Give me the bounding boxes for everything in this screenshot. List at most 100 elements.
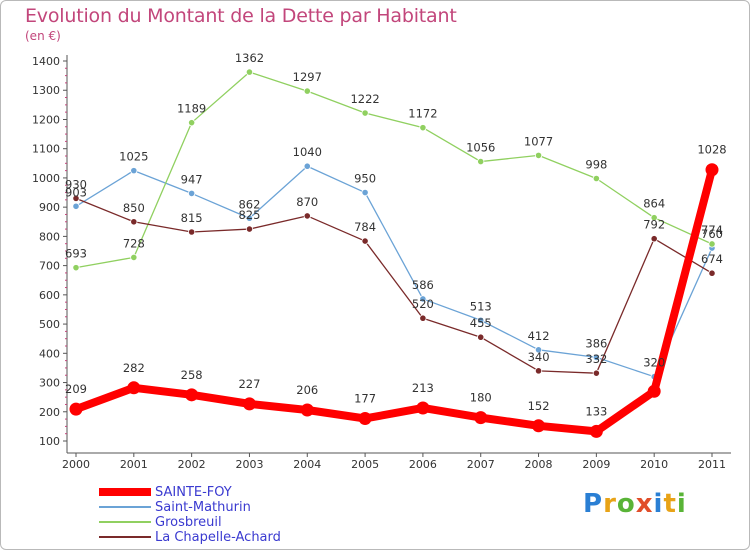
legend-swatch xyxy=(99,521,151,523)
legend-item: Saint-Mathurin xyxy=(99,500,359,515)
legend-swatch xyxy=(99,488,151,496)
legend-label: Saint-Mathurin xyxy=(155,500,251,515)
data-label: 903 xyxy=(65,185,87,199)
data-point xyxy=(474,411,488,425)
data-label: 674 xyxy=(701,252,723,266)
data-label: 728 xyxy=(123,236,145,250)
data-point xyxy=(72,264,80,272)
legend-swatch xyxy=(99,506,151,508)
data-point xyxy=(303,212,311,220)
data-point xyxy=(361,237,369,245)
x-tick-label: 2000 xyxy=(62,458,90,471)
data-label: 258 xyxy=(181,368,203,382)
data-label: 864 xyxy=(643,197,665,211)
data-label: 1028 xyxy=(697,143,726,157)
x-tick-label: 2008 xyxy=(525,458,553,471)
data-label: 947 xyxy=(181,172,203,186)
y-tick-label: 500 xyxy=(39,318,60,331)
y-tick-label: 1200 xyxy=(32,113,60,126)
y-tick-label: 1100 xyxy=(32,143,60,156)
data-point xyxy=(592,353,600,361)
data-label: 320 xyxy=(643,356,665,370)
data-label: 133 xyxy=(585,404,607,418)
data-label: 815 xyxy=(181,211,203,225)
logo-letter: P xyxy=(583,489,604,519)
y-tick-label: 1300 xyxy=(32,84,60,97)
data-label: 332 xyxy=(585,352,607,366)
legend: SAINTE-FOY Saint-Mathurin Grosbreuil La Cha… xyxy=(99,485,359,545)
data-label: 693 xyxy=(65,247,87,261)
data-point xyxy=(130,167,138,175)
series-layer xyxy=(69,68,719,438)
data-point xyxy=(130,218,138,226)
data-label: 792 xyxy=(643,218,665,232)
data-point xyxy=(708,269,716,277)
data-point xyxy=(245,68,254,76)
data-label: 1189 xyxy=(177,102,206,116)
data-point xyxy=(592,174,600,183)
legend-item: La Chapelle-Achard xyxy=(99,530,359,545)
data-point xyxy=(188,119,196,127)
legend-swatch xyxy=(99,536,151,538)
data-label: 213 xyxy=(412,381,434,395)
data-point xyxy=(242,397,256,411)
data-label: 209 xyxy=(65,382,87,396)
series-line xyxy=(75,165,713,378)
data-label: 152 xyxy=(528,399,550,413)
data-point xyxy=(72,194,80,202)
x-tick-label: 2003 xyxy=(235,458,263,471)
data-point xyxy=(419,295,427,303)
data-point xyxy=(477,157,485,166)
logo-letter: o xyxy=(616,489,636,519)
series-line xyxy=(72,165,716,436)
logo-letter: t xyxy=(663,489,677,519)
x-tick-label: 2004 xyxy=(293,458,321,471)
y-tick-label: 800 xyxy=(39,230,60,243)
data-point xyxy=(127,381,141,395)
proxiti-logo: Proxiti xyxy=(583,489,687,519)
logo-letter: i xyxy=(653,489,664,519)
series-line xyxy=(75,71,713,269)
data-label: 862 xyxy=(238,197,260,211)
data-label: 950 xyxy=(354,172,376,186)
data-label: 870 xyxy=(296,195,318,209)
y-tick-label: 400 xyxy=(39,347,60,360)
y-tick-label: 100 xyxy=(39,435,60,448)
data-point xyxy=(477,316,485,324)
data-label: 850 xyxy=(123,201,145,215)
data-point xyxy=(185,388,199,402)
data-point xyxy=(534,367,543,375)
data-point xyxy=(245,225,254,233)
data-point xyxy=(477,333,485,341)
data-point xyxy=(303,162,311,170)
data-point xyxy=(589,424,603,438)
data-point xyxy=(303,87,311,95)
y-tick-label: 600 xyxy=(39,289,60,302)
data-point xyxy=(416,401,430,415)
data-label: 1025 xyxy=(119,150,148,164)
data-point xyxy=(361,109,369,117)
data-point xyxy=(245,214,254,222)
logo-letter: i xyxy=(676,489,687,519)
x-tick-label: 2001 xyxy=(120,458,148,471)
data-point xyxy=(419,124,427,132)
y-tick-label: 1400 xyxy=(32,55,60,68)
data-point xyxy=(534,151,543,160)
data-point xyxy=(534,346,543,354)
data-label: 177 xyxy=(354,391,376,405)
data-label: 1172 xyxy=(408,107,437,121)
data-label: 1077 xyxy=(524,134,553,148)
x-tick-label: 2006 xyxy=(409,458,437,471)
x-tick-label: 2002 xyxy=(178,458,206,471)
data-label: 520 xyxy=(412,297,434,311)
axes: 100 200 300 400 500 600 700 800 900 1000 1100 1200 1… xyxy=(32,55,731,471)
legend-label: La Chapelle-Achard xyxy=(155,530,281,545)
data-point xyxy=(358,411,372,425)
data-point xyxy=(300,403,314,417)
data-label: 1040 xyxy=(293,145,322,159)
data-label: 930 xyxy=(65,177,87,191)
data-point xyxy=(188,189,196,198)
data-label: 1056 xyxy=(466,141,495,155)
